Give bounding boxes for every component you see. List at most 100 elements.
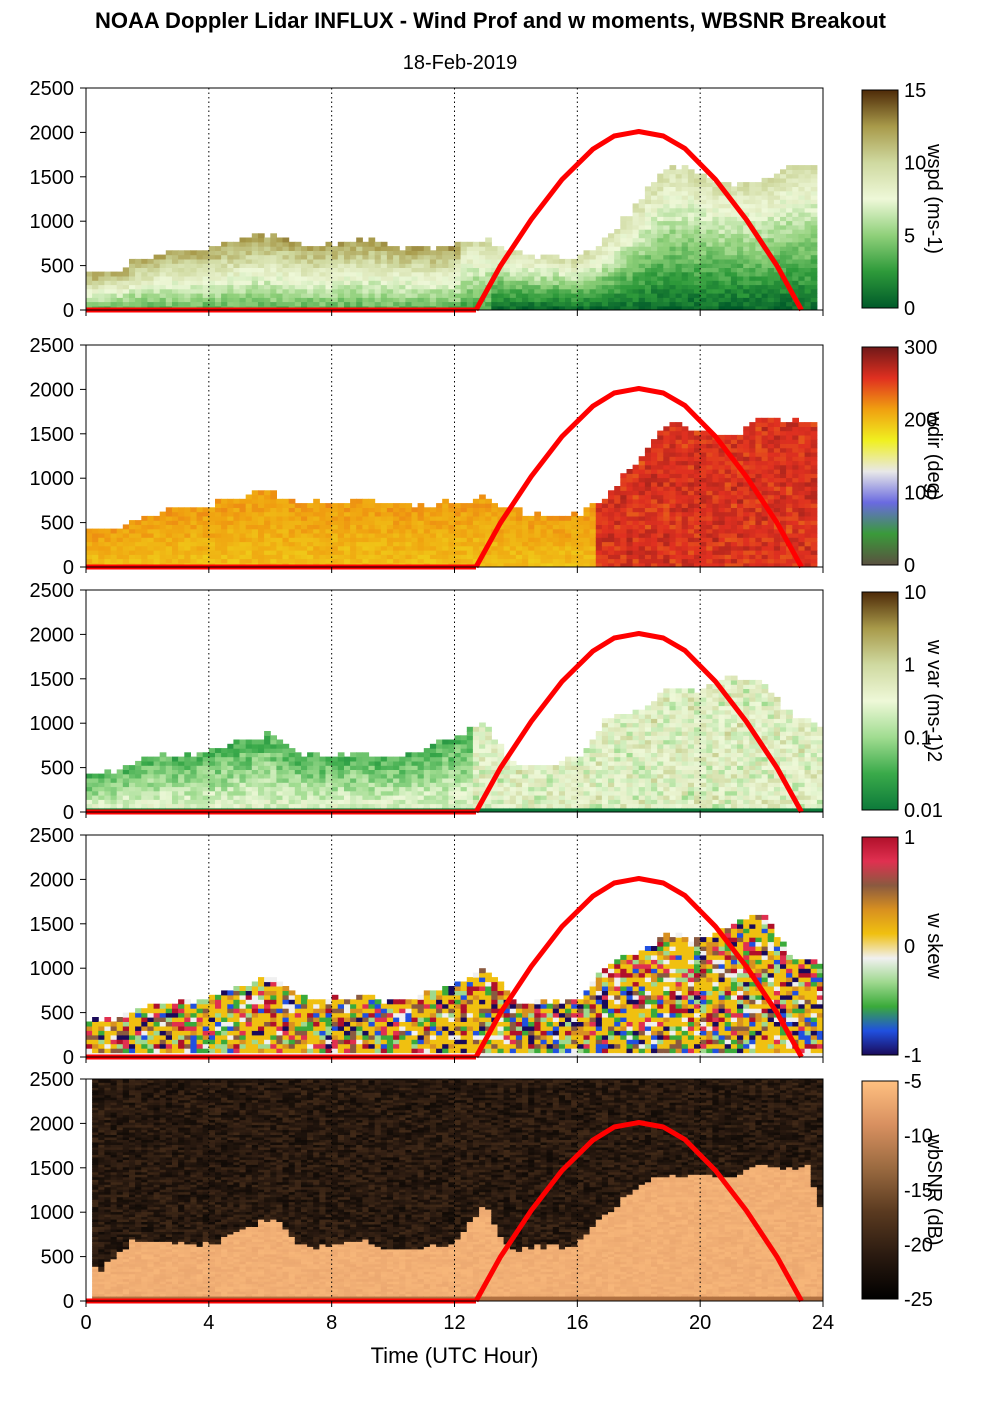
heatmap-cell bbox=[694, 177, 701, 183]
heatmap-cell bbox=[325, 532, 333, 538]
heatmap-cell bbox=[638, 241, 646, 247]
heatmap-cell bbox=[540, 301, 548, 307]
heatmap-cell bbox=[503, 537, 511, 543]
heatmap-cell bbox=[620, 503, 627, 508]
heatmap-cell bbox=[755, 305, 763, 310]
heatmap-cell bbox=[233, 760, 241, 766]
heatmap-cell bbox=[528, 541, 535, 547]
heatmap-cell bbox=[798, 280, 806, 286]
heatmap-cell bbox=[724, 203, 732, 209]
heatmap-cell bbox=[761, 469, 769, 474]
heatmap-cell bbox=[792, 494, 799, 500]
heatmap-cell bbox=[393, 507, 400, 513]
heatmap-cell bbox=[620, 550, 627, 555]
heatmap-cell bbox=[755, 288, 763, 294]
heatmap-cell bbox=[239, 503, 247, 508]
heatmap-cell bbox=[651, 233, 658, 239]
heatmap-cell bbox=[687, 301, 695, 307]
heatmap-cell bbox=[184, 293, 191, 298]
heatmap-cell bbox=[730, 520, 738, 525]
heatmap-cell bbox=[436, 524, 443, 530]
heatmap-cell bbox=[601, 524, 609, 530]
heatmap-cell bbox=[429, 254, 437, 260]
heatmap-cell bbox=[208, 254, 216, 260]
heatmap-cell bbox=[687, 169, 695, 175]
heatmap-cell bbox=[669, 165, 677, 170]
heatmap-cell bbox=[331, 507, 339, 513]
heatmap-cell bbox=[571, 520, 578, 525]
heatmap-cell bbox=[608, 550, 615, 555]
heatmap-cell bbox=[595, 305, 603, 310]
heatmap-cell bbox=[675, 430, 683, 436]
heatmap-cell bbox=[503, 267, 511, 273]
heatmap-cell bbox=[399, 271, 406, 277]
heatmap-cell bbox=[245, 777, 253, 783]
heatmap-cell bbox=[632, 207, 640, 213]
heatmap-cell bbox=[614, 254, 621, 260]
heatmap-cell bbox=[687, 241, 695, 247]
heatmap-cell bbox=[737, 305, 744, 310]
heatmap-cell bbox=[491, 246, 498, 251]
heatmap-cell bbox=[706, 190, 713, 196]
heatmap-cell bbox=[141, 803, 148, 809]
heatmap-cell bbox=[786, 486, 793, 491]
heatmap-cell bbox=[657, 473, 664, 479]
heatmap-cell bbox=[159, 558, 167, 564]
heatmap-cell bbox=[442, 254, 449, 260]
heatmap-cell bbox=[472, 554, 480, 560]
heatmap-cell bbox=[595, 528, 603, 534]
heatmap-cell bbox=[681, 177, 689, 183]
heatmap-cell bbox=[761, 199, 769, 205]
heatmap-cell bbox=[792, 288, 799, 294]
heatmap-cell bbox=[601, 558, 609, 564]
heatmap-cell bbox=[706, 271, 713, 277]
heatmap-cell bbox=[251, 263, 259, 268]
heatmap-cell bbox=[743, 426, 750, 432]
heatmap-cell bbox=[669, 532, 677, 538]
heatmap-cell bbox=[773, 473, 781, 479]
heatmap-cell bbox=[792, 481, 799, 487]
heatmap-cell bbox=[694, 263, 701, 268]
heatmap-cell bbox=[620, 520, 627, 525]
y-tick-label: 500 bbox=[41, 256, 74, 278]
heatmap-cell bbox=[700, 439, 707, 444]
heatmap-cell bbox=[687, 173, 695, 179]
heatmap-cell bbox=[595, 524, 603, 530]
heatmap-cell bbox=[479, 305, 486, 310]
heatmap-cell bbox=[454, 532, 462, 538]
heatmap-cell bbox=[509, 532, 517, 538]
heatmap-cell bbox=[515, 293, 523, 298]
heatmap-cell bbox=[313, 524, 320, 530]
heatmap-cell bbox=[368, 263, 376, 268]
heatmap-cell bbox=[651, 460, 658, 466]
heatmap-cell bbox=[522, 258, 529, 264]
heatmap-cell bbox=[251, 503, 259, 508]
heatmap-cell bbox=[798, 173, 806, 179]
heatmap-cell bbox=[380, 520, 388, 525]
heatmap-cell bbox=[608, 293, 615, 298]
heatmap-cell bbox=[196, 271, 204, 277]
heatmap-cell bbox=[700, 486, 707, 491]
heatmap-cell bbox=[215, 254, 222, 260]
heatmap-cell bbox=[577, 284, 584, 290]
heatmap-cell bbox=[810, 528, 818, 534]
heatmap-cell bbox=[344, 293, 351, 298]
heatmap-cell bbox=[687, 284, 695, 290]
heatmap-cell bbox=[700, 233, 707, 239]
heatmap-cell bbox=[319, 528, 327, 534]
heatmap-cell bbox=[448, 545, 456, 551]
heatmap-cell bbox=[454, 554, 462, 560]
heatmap-cell bbox=[743, 267, 750, 273]
heatmap-cell bbox=[694, 473, 701, 479]
heatmap-cell bbox=[429, 267, 437, 273]
heatmap-cell bbox=[153, 795, 161, 800]
heatmap-cell bbox=[749, 515, 756, 521]
heatmap-cell bbox=[239, 258, 247, 264]
heatmap-cell bbox=[749, 305, 756, 310]
heatmap-cell bbox=[571, 532, 578, 538]
heatmap-cell bbox=[632, 545, 640, 551]
heatmap-cell bbox=[620, 233, 627, 239]
heatmap-cell bbox=[429, 541, 437, 547]
heatmap-cell bbox=[755, 267, 763, 273]
heatmap-cell bbox=[669, 194, 677, 200]
